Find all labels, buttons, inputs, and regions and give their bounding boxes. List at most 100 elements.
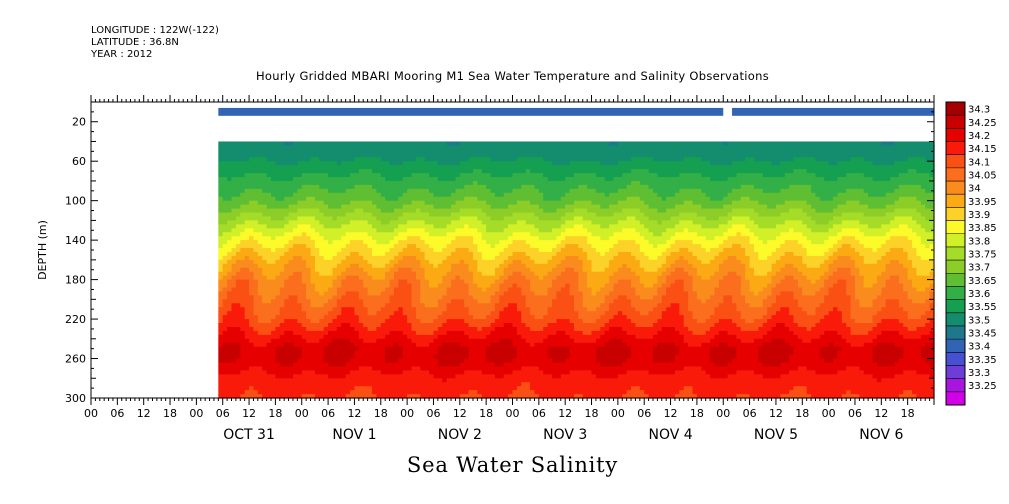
x-tick-label: 06 [848, 407, 862, 420]
x-tick-label: 00 [611, 407, 625, 420]
colorbar-swatch [946, 260, 965, 274]
colorbar-swatch [946, 299, 965, 314]
axis-ticks: 00 06 12 18 00 06 12 18 00 06 12 18 00 06 12 18 00 06 12 18… [65, 95, 935, 443]
colorbar-label: 33.95 [968, 197, 997, 208]
colorbar-swatch [946, 233, 965, 248]
y-tick-label: 260 [65, 353, 86, 366]
colorbar-swatch [946, 286, 965, 301]
y-tick-label: 60 [72, 155, 86, 168]
colorbar-label: 33.6 [968, 289, 990, 300]
y-tick-label: 180 [65, 274, 86, 287]
y-tick-label: 20 [72, 116, 86, 129]
colorbar-label: 33.65 [968, 276, 997, 287]
x-tick-label: 00 [716, 407, 730, 420]
colorbar-swatch [946, 273, 965, 287]
y-tick-label: 220 [65, 313, 86, 326]
x-tick-label: 18 [374, 407, 388, 420]
y-axis-label: DEPTH (m) [36, 220, 49, 280]
colorbar-swatch [946, 128, 965, 143]
year-label: YEAR : 2012 [91, 49, 153, 60]
x-tick-label: 00 [189, 407, 203, 420]
colorbar-label: 34.2 [968, 131, 990, 142]
colorbar-swatch [946, 378, 965, 393]
x-day-label: NOV 4 [648, 427, 692, 443]
colorbar-label: 34.3 [968, 105, 990, 116]
colorbar-label: 33.45 [968, 329, 997, 340]
colorbar-label: 34 [968, 184, 981, 195]
x-tick-label: 00 [400, 407, 414, 420]
x-tick-label: 18 [163, 407, 177, 420]
colorbar-swatch [946, 339, 965, 353]
colorbar-label: 33.25 [968, 381, 997, 392]
x-tick-label: 12 [558, 407, 572, 420]
y-tick-label: 100 [65, 195, 86, 208]
variable-caption: Sea Water Salinity [406, 453, 619, 477]
colorbar-swatch [946, 325, 965, 340]
colorbar-label: 33.4 [968, 342, 990, 353]
x-tick-label: 06 [532, 407, 546, 420]
colorbar-swatch [946, 352, 965, 366]
x-day-label: NOV 6 [859, 427, 903, 443]
x-tick-label: 18 [690, 407, 704, 420]
surface-band [732, 107, 934, 116]
x-tick-label: 06 [743, 407, 757, 420]
x-tick-label: 18 [268, 407, 282, 420]
colorbar-label: 34.15 [968, 144, 997, 155]
colorbar-label: 33.8 [968, 236, 990, 247]
colorbar: 34.3 34.25 34.2 34.15 34.1 34.05 34 33.95 33.9 33… [945, 101, 997, 406]
colorbar-swatch [946, 312, 965, 327]
colorbar-swatch [946, 207, 965, 222]
x-day-label: OCT 31 [223, 427, 275, 443]
colorbar-swatch [946, 220, 965, 235]
colorbar-swatch [946, 391, 965, 406]
x-tick-label: 06 [321, 407, 335, 420]
latitude-label: LATITUDE : 36.8N [91, 37, 179, 48]
x-tick-label: 00 [822, 407, 836, 420]
colorbar-swatch [946, 246, 965, 261]
colorbar-label: 33.3 [968, 368, 990, 379]
chart-title: Hourly Gridded MBARI Mooring M1 Sea Wate… [255, 69, 770, 83]
x-tick-label: 12 [874, 407, 888, 420]
colorbar-label: 33.55 [968, 302, 997, 313]
x-tick-label: 18 [479, 407, 493, 420]
colorbar-label: 33.35 [968, 355, 997, 366]
colorbar-swatch [946, 102, 965, 116]
colorbar-label: 33.9 [968, 210, 990, 221]
x-day-label: NOV 5 [754, 427, 798, 443]
colorbar-swatch [946, 115, 965, 129]
x-tick-label: 00 [506, 407, 520, 420]
salinity-field [218, 107, 935, 399]
colorbar-swatch [946, 181, 965, 195]
colorbar-swatch [946, 365, 965, 380]
y-tick-label: 140 [65, 234, 86, 247]
colorbar-swatch [946, 141, 965, 156]
colorbar-swatch [946, 154, 965, 169]
x-day-label: NOV 2 [438, 427, 482, 443]
x-tick-label: 12 [664, 407, 678, 420]
longitude-label: LONGITUDE : 122W(-122) [91, 25, 219, 36]
x-tick-label: 06 [110, 407, 124, 420]
surface-band [218, 107, 724, 116]
colorbar-swatch [946, 194, 965, 208]
colorbar-label: 33.7 [968, 263, 990, 274]
x-tick-label: 18 [901, 407, 915, 420]
x-tick-label: 18 [585, 407, 599, 420]
colorbar-label: 33.75 [968, 250, 997, 261]
x-day-label: NOV 1 [332, 427, 376, 443]
x-tick-label: 06 [216, 407, 230, 420]
colorbar-label: 33.5 [968, 315, 990, 326]
x-tick-label: 00 [295, 407, 309, 420]
colorbar-label: 34.05 [968, 170, 997, 181]
x-day-label: NOV 3 [543, 427, 587, 443]
x-tick-label: 12 [347, 407, 361, 420]
x-tick-label: 00 [84, 407, 98, 420]
x-tick-label: 12 [769, 407, 783, 420]
x-tick-label: 12 [242, 407, 256, 420]
colorbar-label: 33.85 [968, 223, 997, 234]
x-tick-label: 12 [137, 407, 151, 420]
colorbar-swatch [946, 167, 965, 182]
x-tick-label: 06 [426, 407, 440, 420]
x-tick-label: 18 [795, 407, 809, 420]
colorbar-label: 34.25 [968, 118, 997, 129]
